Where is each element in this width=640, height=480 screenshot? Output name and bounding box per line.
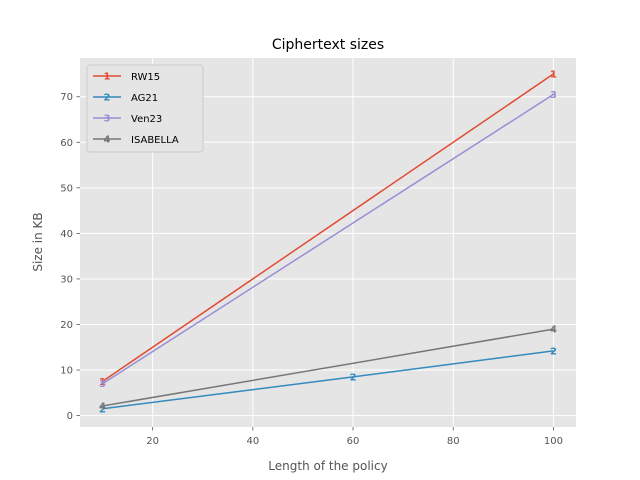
y-tick-label: 30 (60, 274, 73, 285)
x-tick-label: 60 (347, 436, 360, 447)
legend-label: Ven23 (131, 114, 162, 125)
series-layer: 1 1 2 2 2 3 3 4 4 (99, 69, 557, 415)
legend-label: RW15 (131, 72, 160, 83)
legend-marker: 4 (104, 135, 111, 146)
y-tick-label: 60 (60, 138, 73, 149)
legend: 1 RW15 2 AG21 3 Ven23 4 ISABELLA (86, 64, 204, 153)
legend-marker: 2 (104, 93, 111, 104)
x-tick-label: 40 (246, 436, 259, 447)
y-axis-label: Size in KB (31, 212, 45, 271)
ticks: 20 40 60 80 100 0 10 20 30 40 50 60 70 (60, 92, 563, 447)
y-tick-label: 40 (60, 229, 73, 240)
data-point-rw15: 1 (99, 377, 106, 388)
legend-marker: 3 (104, 114, 111, 125)
legend-box (86, 64, 204, 153)
legend-label: AG21 (131, 93, 158, 104)
x-axis-label: Length of the policy (268, 459, 387, 473)
data-point-isabella: 4 (99, 402, 106, 413)
data-point-ag21: 2 (350, 372, 357, 383)
data-point-rw15: 1 (550, 69, 557, 80)
data-point-ven23: 3 (99, 379, 106, 390)
x-tick-label: 80 (447, 436, 460, 447)
series-line-ven23 (102, 93, 554, 385)
data-point-isabella: 4 (550, 325, 557, 336)
y-tick-label: 20 (60, 320, 73, 331)
series-line-ag21 (102, 350, 554, 410)
data-point-ven23: 3 (550, 90, 557, 101)
chart-title: Ciphertext sizes (272, 37, 384, 53)
data-point-ag21: 2 (99, 404, 106, 415)
series-line-rw15 (102, 73, 554, 383)
legend-label: ISABELLA (131, 135, 179, 146)
x-tick-label: 20 (146, 436, 159, 447)
legend-marker: 1 (104, 72, 111, 83)
data-point-ag21: 2 (550, 346, 557, 357)
y-tick-label: 10 (60, 366, 73, 377)
series-line-isabella (102, 328, 554, 407)
x-tick-label: 100 (544, 436, 563, 447)
y-tick-label: 70 (60, 92, 73, 103)
grid (80, 58, 576, 427)
y-tick-label: 50 (60, 183, 73, 194)
y-tick-label: 0 (67, 411, 73, 422)
